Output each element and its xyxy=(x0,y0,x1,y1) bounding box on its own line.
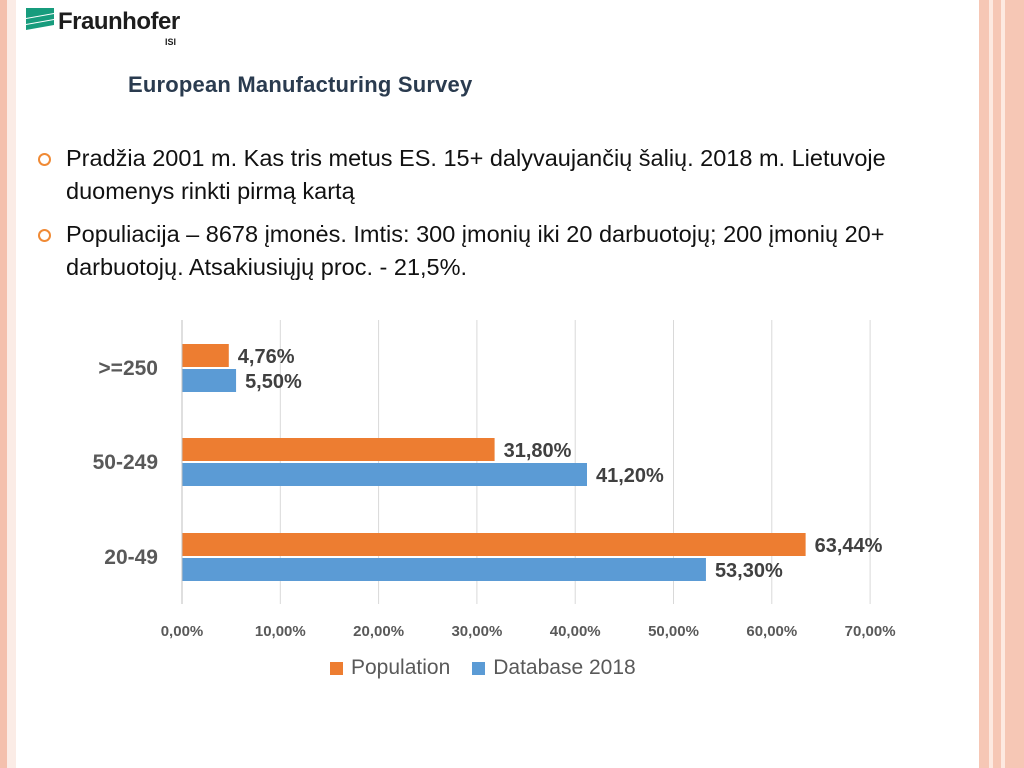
fraunhofer-logo-icon xyxy=(26,8,54,30)
bullet-list: Pradžia 2001 m. Kas tris metus ES. 15+ d… xyxy=(30,142,970,294)
bullet-text: Pradžia 2001 m. Kas tris metus ES. 15+ d… xyxy=(66,145,886,204)
legend-item-population: Population xyxy=(330,656,450,680)
right-stripe-5 xyxy=(1005,0,1024,768)
legend-swatch-population xyxy=(330,661,343,675)
legend-item-database: Database 2018 xyxy=(472,656,636,680)
bullet-text: Populiacija – 8678 įmonės. Imtis: 300 įm… xyxy=(66,221,885,280)
chart-legend: Population Database 2018 xyxy=(330,656,636,680)
legend-label-population: Population xyxy=(351,656,451,679)
bullet-item: Pradžia 2001 m. Kas tris metus ES. 15+ d… xyxy=(30,142,970,208)
bullet-dot-icon xyxy=(38,153,51,166)
bullet-item: Populiacija – 8678 įmonės. Imtis: 300 įm… xyxy=(30,218,970,284)
slide xyxy=(16,0,979,768)
right-stripe-1 xyxy=(979,0,989,768)
right-stripe-2 xyxy=(989,0,993,768)
logo-subtitle: ISI xyxy=(165,37,177,47)
left-border xyxy=(0,0,7,768)
survey-title: European Manufacturing Survey xyxy=(128,72,473,97)
legend-label-database: Database 2018 xyxy=(493,656,636,679)
bullet-dot-icon xyxy=(38,229,51,242)
right-stripe-3 xyxy=(993,0,1001,768)
logo-name: Fraunhofer xyxy=(58,8,180,35)
right-stripe-4 xyxy=(1001,0,1005,768)
legend-swatch-database xyxy=(472,661,486,675)
